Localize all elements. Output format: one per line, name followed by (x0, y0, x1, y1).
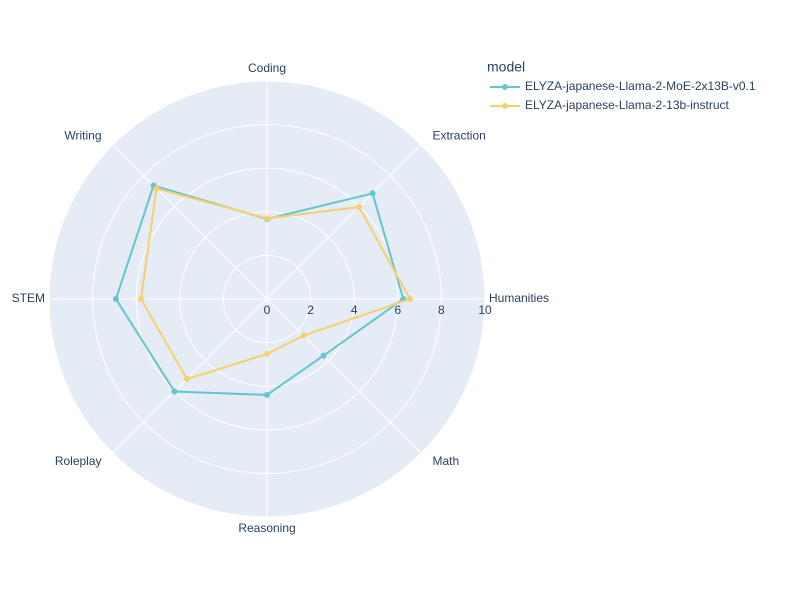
marker (320, 352, 327, 359)
legend-title: model (487, 59, 525, 75)
legend-label: ELYZA-japanese-Llama-2-MoE-2x13B-v0.1 (525, 79, 756, 93)
marker (264, 215, 270, 222)
marker (264, 391, 270, 398)
angular-tick-label: Math (432, 454, 459, 468)
marker (112, 296, 119, 302)
marker (356, 203, 363, 210)
marker (300, 332, 307, 339)
r-tick-label: 10 (478, 303, 492, 317)
marker (171, 388, 178, 395)
r-tick-label: 4 (351, 303, 358, 317)
marker (407, 296, 414, 302)
marker (153, 185, 160, 192)
legend-label: ELYZA-japanese-Llama-2-13b-instruct (525, 98, 730, 112)
marker (183, 376, 190, 383)
marker (369, 190, 376, 197)
angular-grid-line (266, 298, 422, 454)
r-tick-label: 8 (438, 303, 445, 317)
angular-grid-line (112, 298, 268, 454)
angular-grid-line (266, 144, 422, 300)
legend-marker (502, 103, 508, 109)
angular-tick-label: Extraction (432, 129, 485, 143)
marker (137, 296, 144, 302)
angular-tick-label: Reasoning (238, 521, 295, 535)
marker (264, 350, 270, 357)
legend-marker (502, 84, 508, 90)
angular-tick-label: Humanities (489, 291, 549, 305)
angular-tick-label: Coding (248, 61, 286, 75)
angular-tick-label: Roleplay (55, 454, 102, 468)
angular-tick-label: Writing (64, 129, 101, 143)
angular-grid-line (112, 144, 268, 300)
r-tick-label: 6 (394, 303, 401, 317)
r-tick-label: 0 (264, 303, 271, 317)
r-tick-label: 2 (307, 303, 314, 317)
angular-tick-label: STEM (12, 291, 45, 305)
